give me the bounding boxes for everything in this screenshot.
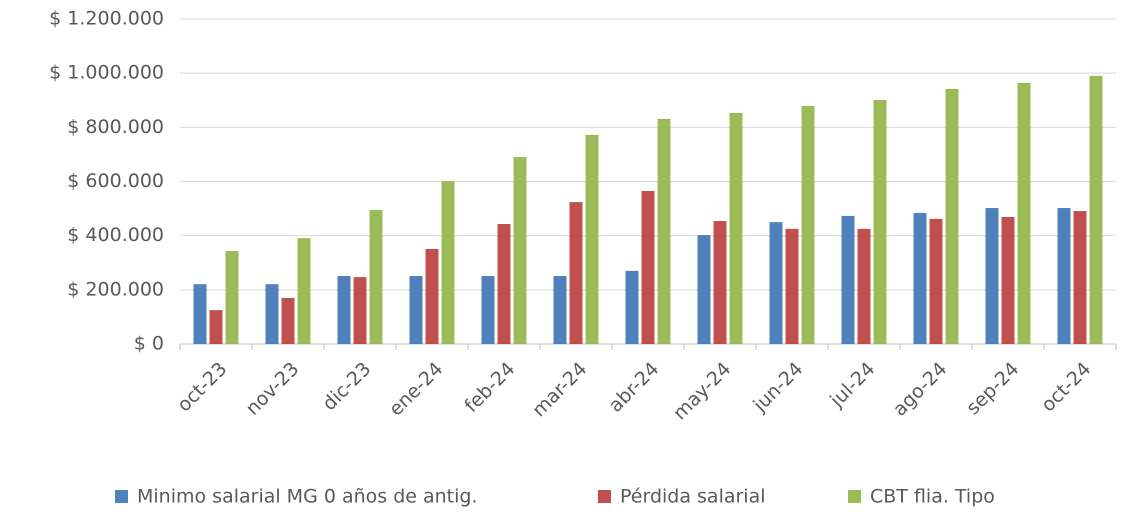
bar — [297, 238, 311, 344]
bar — [841, 215, 855, 344]
bar — [281, 297, 295, 344]
bar — [985, 208, 999, 344]
bar — [1057, 208, 1071, 344]
y-tick-label: $ 1.200.000 — [49, 8, 164, 30]
x-tick-label: oct-24 — [1037, 358, 1095, 416]
x-tick-label: dic-23 — [318, 358, 375, 415]
bar — [857, 228, 871, 344]
y-tick-label: $ 1.000.000 — [49, 62, 164, 84]
bar — [785, 228, 799, 344]
bar — [265, 284, 279, 344]
bar — [209, 310, 223, 344]
bar — [369, 209, 383, 344]
bar — [873, 99, 887, 345]
bar — [657, 118, 671, 344]
bar — [713, 221, 727, 344]
bar — [1073, 211, 1087, 344]
bar — [641, 190, 655, 344]
y-tick-label: $ 800.000 — [67, 116, 164, 138]
bar — [625, 270, 639, 344]
x-tick-label: feb-24 — [460, 358, 519, 417]
bar — [1001, 216, 1015, 344]
bar — [441, 180, 455, 344]
bar — [769, 222, 783, 344]
bar — [1017, 82, 1031, 345]
bar — [569, 202, 583, 344]
x-tick-label: jun-24 — [748, 358, 807, 417]
x-tick-label: jul-24 — [825, 358, 879, 412]
bar — [697, 235, 711, 344]
legend-label: Minimo salarial MG 0 años de antig. — [137, 486, 478, 508]
legend-swatch — [848, 490, 861, 503]
bar — [585, 134, 599, 344]
y-tick-label: $ 0 — [134, 333, 164, 355]
x-tick-label: abr-24 — [604, 358, 663, 417]
y-tick-label: $ 600.000 — [67, 170, 164, 192]
bar — [193, 284, 207, 344]
x-tick-label: oct-23 — [173, 358, 231, 416]
bar — [425, 248, 439, 344]
y-tick-label: $ 400.000 — [67, 224, 164, 246]
x-tick-label: ago-24 — [889, 358, 952, 421]
legend-swatch — [598, 490, 611, 503]
bar — [913, 212, 927, 344]
bar — [337, 276, 351, 344]
bar — [497, 224, 511, 344]
bar — [481, 276, 495, 344]
bar — [353, 277, 367, 344]
legend-swatch — [115, 490, 128, 503]
bar — [1089, 75, 1103, 344]
bar — [553, 276, 567, 344]
x-tick-label: mar-24 — [528, 358, 591, 421]
x-tick-label: sep-24 — [962, 358, 1023, 419]
bar — [225, 251, 239, 344]
x-tick-label: ene-24 — [385, 358, 448, 421]
bar — [945, 88, 959, 344]
bar — [929, 218, 943, 344]
x-tick-label: may-24 — [669, 358, 736, 425]
bar — [409, 276, 423, 344]
legend-label: CBT flia. Tipo — [870, 486, 995, 508]
bar — [729, 112, 743, 345]
bar — [801, 105, 815, 344]
x-tick-label: nov-23 — [242, 358, 304, 420]
legend-label: Pérdida salarial — [620, 486, 766, 508]
bar — [513, 157, 527, 344]
y-tick-label: $ 200.000 — [67, 278, 164, 300]
